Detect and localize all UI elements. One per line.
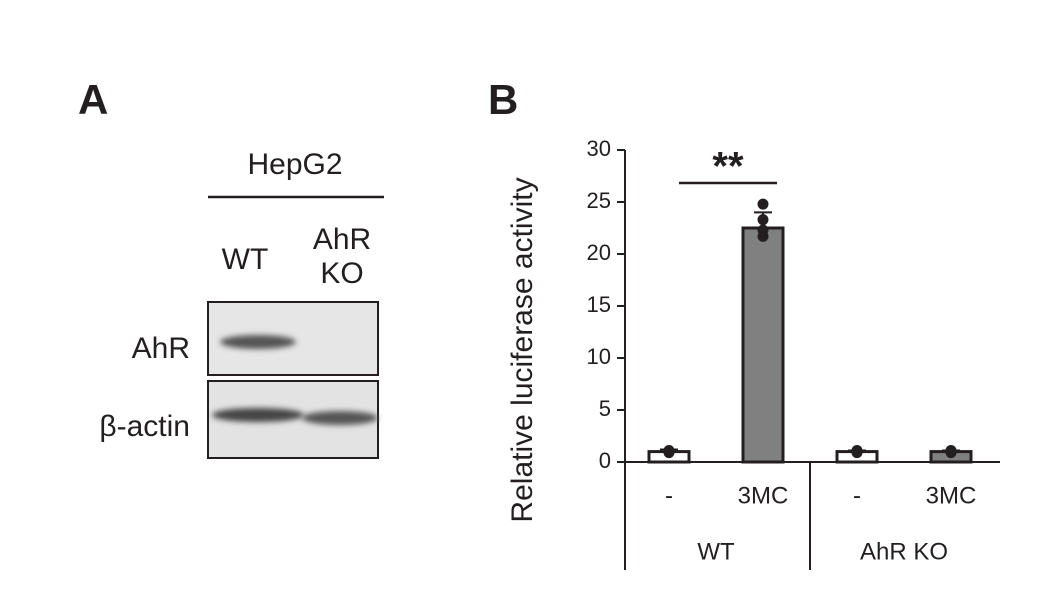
x-tick-label: - [853,482,861,509]
cell-line: HepG2 [247,148,342,181]
blot-ahr [207,301,379,376]
band [220,335,296,349]
bar [741,226,785,464]
row-label: AhR [132,332,190,365]
significance: ** [712,145,744,189]
band [302,411,378,425]
data-point [851,447,863,459]
data-point [663,447,675,459]
group-label: AhR KO [860,538,948,565]
row-label: β-actin [99,410,190,443]
lane-label: WT [221,243,269,276]
y-tick-label: 15 [587,292,611,317]
x-tick-label: 3MC [926,482,977,509]
y-tick-label: 0 [599,448,611,473]
lane-label: AhR KO [312,223,372,290]
x-tick-label: - [665,482,673,509]
x-tick-label: 3MC [738,482,789,509]
group-label: WT [697,538,735,565]
data-point [757,214,769,226]
data-point [757,230,769,242]
y-tick-label: 10 [587,344,611,369]
panel-label: B [488,76,518,123]
y-axis-label: Relative luciferase activity [506,177,539,522]
panel-label: A [78,76,108,123]
band [212,408,304,422]
y-tick-label: 25 [587,188,611,213]
y-tick-label: 30 [587,136,611,161]
data-point [757,198,769,210]
y-tick-label: 20 [587,240,611,265]
y-tick-label: 5 [599,396,611,421]
data-point [945,447,957,459]
